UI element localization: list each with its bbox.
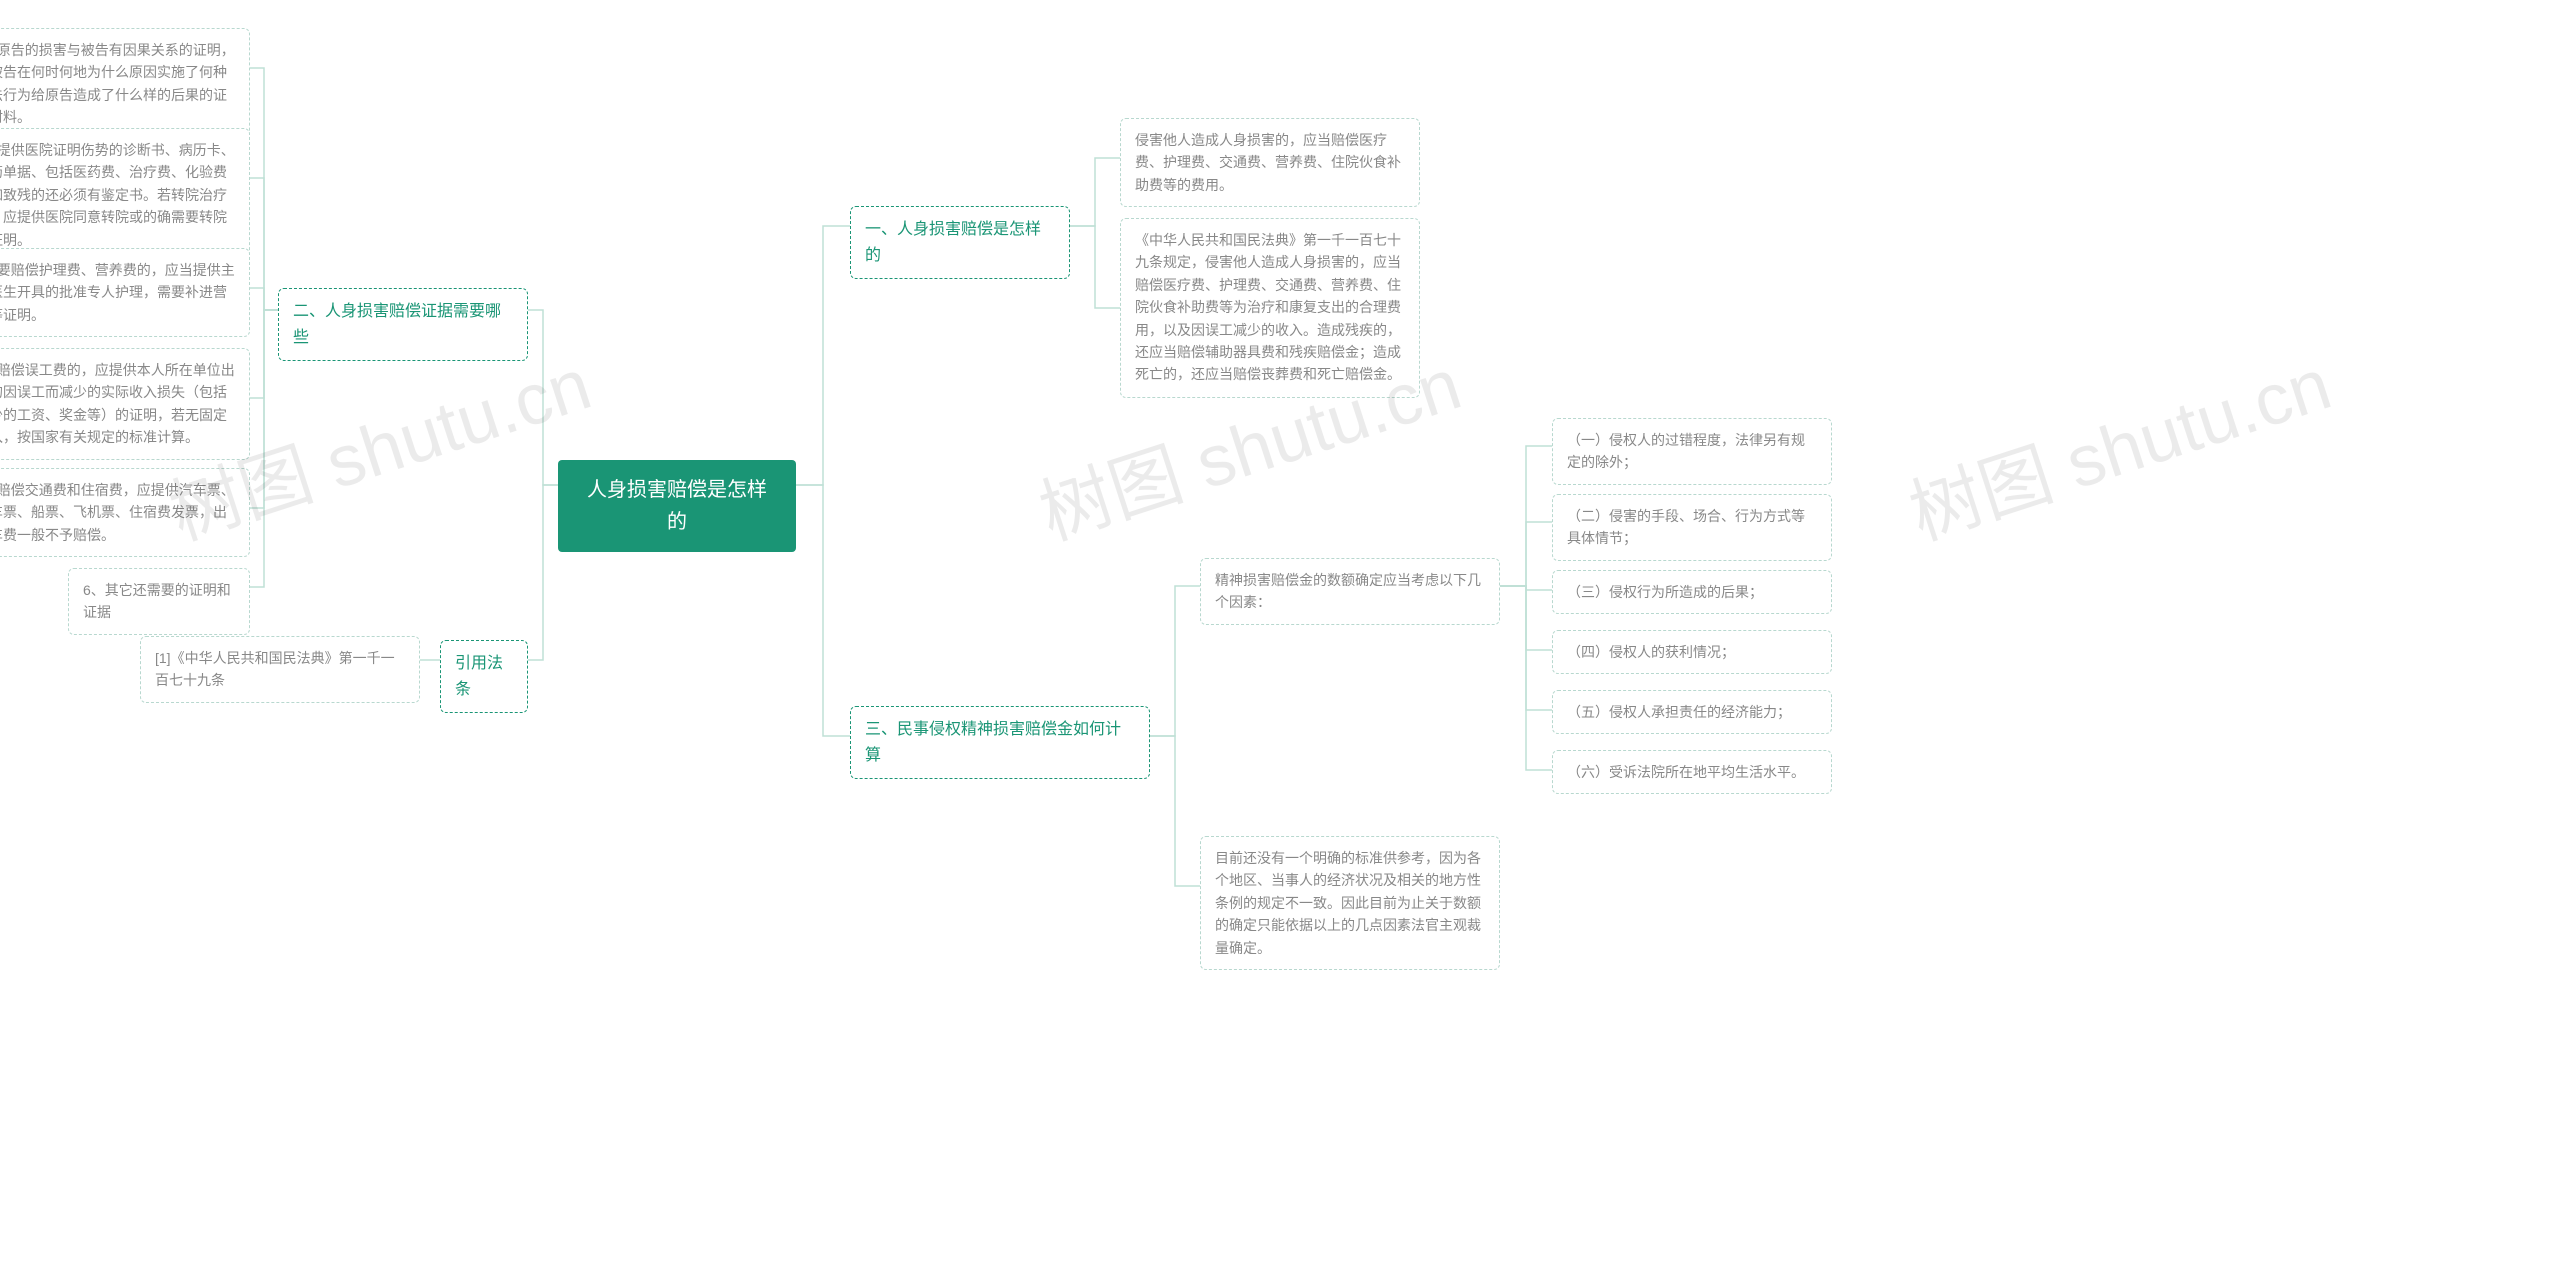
- leaf-node: （三）侵权行为所造成的后果；: [1552, 570, 1832, 614]
- leaf-node: 2、提供医院证明伤势的诊断书、病历卡、医药单据、包括医药费、治疗费、化验费等如致…: [0, 128, 250, 262]
- leaf-node: （五）侵权人承担责任的经济能力；: [1552, 690, 1832, 734]
- leaf-node: 3、要赔偿护理费、营养费的，应当提供主治医生开具的批准专人护理，需要补进营养等证…: [0, 248, 250, 337]
- leaf-node: 4、赔偿误工费的，应提供本人所在单位出具的因误工而减少的实际收入损失（包括减少的…: [0, 348, 250, 460]
- leaf-node: （六）受诉法院所在地平均生活水平。: [1552, 750, 1832, 794]
- leaf-node: 5、赔偿交通费和住宿费，应提供汽车票、火车票、船票、飞机票、住宿费发票，出租车费…: [0, 468, 250, 557]
- branch-node: 二、人身损害赔偿证据需要哪些: [278, 288, 528, 361]
- leaf-node: 6、其它还需要的证明和证据: [68, 568, 250, 635]
- leaf-node: （四）侵权人的获利情况；: [1552, 630, 1832, 674]
- leaf-node: 精神损害赔偿金的数额确定应当考虑以下几个因素：: [1200, 558, 1500, 625]
- watermark: 树图 shutu.cn: [1894, 325, 2341, 560]
- branch-node: 三、民事侵权精神损害赔偿金如何计算: [850, 706, 1150, 779]
- leaf-node: （二）侵害的手段、场合、行为方式等具体情节；: [1552, 494, 1832, 561]
- root-node: 人身损害赔偿是怎样的: [558, 460, 796, 552]
- mindmap-canvas: 人身损害赔偿是怎样的 二、人身损害赔偿证据需要哪些 1、原告的损害与被告有因果关系的…: [0, 0, 2560, 1279]
- leaf-node: 《中华人民共和国民法典》第一千一百七十九条规定，侵害他人造成人身损害的，应当赔偿…: [1120, 218, 1420, 398]
- leaf-node: [1]《中华人民共和国民法典》第一千一百七十九条: [140, 636, 420, 703]
- leaf-node: （一）侵权人的过错程度，法律另有规定的除外；: [1552, 418, 1832, 485]
- leaf-node: 目前还没有一个明确的标准供参考，因为各个地区、当事人的经济状况及相关的地方性条例…: [1200, 836, 1500, 970]
- leaf-node: 侵害他人造成人身损害的，应当赔偿医疗费、护理费、交通费、营养费、住院伙食补助费等…: [1120, 118, 1420, 207]
- branch-node: 一、人身损害赔偿是怎样的: [850, 206, 1070, 279]
- leaf-node: 1、原告的损害与被告有因果关系的证明，即被告在何时何地为什么原因实施了何种违法行…: [0, 28, 250, 140]
- branch-node: 引用法条: [440, 640, 528, 713]
